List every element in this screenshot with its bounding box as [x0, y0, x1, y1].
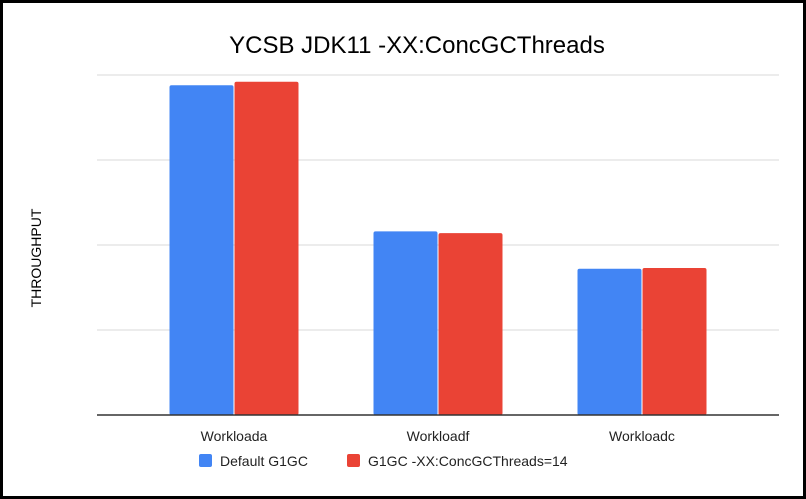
legend-swatch [347, 454, 360, 467]
y-axis-label: THROUGHPUT [28, 208, 44, 307]
bar-workloadf-series-2 [438, 233, 503, 415]
bar-workloadf-series-1 [373, 231, 438, 415]
chart-title: YCSB JDK11 -XX:ConcGCThreads [229, 32, 605, 59]
bar-chart: YCSB JDK11 -XX:ConcGCThreads THROUGHPUT … [28, 32, 779, 469]
bar-workloadc-series-1 [577, 268, 642, 415]
x-tick-label: Workloadc [609, 428, 675, 444]
legend-label: G1GC -XX:ConcGCThreads=14 [368, 453, 568, 469]
bar-workloada-series-2 [234, 81, 299, 416]
legend-label: Default G1GC [220, 453, 308, 469]
legend-swatch [199, 454, 212, 467]
bar-workloada-series-1 [169, 85, 234, 415]
bar-workloadc-series-2 [642, 267, 707, 415]
chart-frame: YCSB JDK11 -XX:ConcGCThreads THROUGHPUT … [3, 3, 803, 496]
x-tick-label: Workloadf [407, 428, 470, 444]
x-tick-label: Workloada [201, 428, 268, 444]
